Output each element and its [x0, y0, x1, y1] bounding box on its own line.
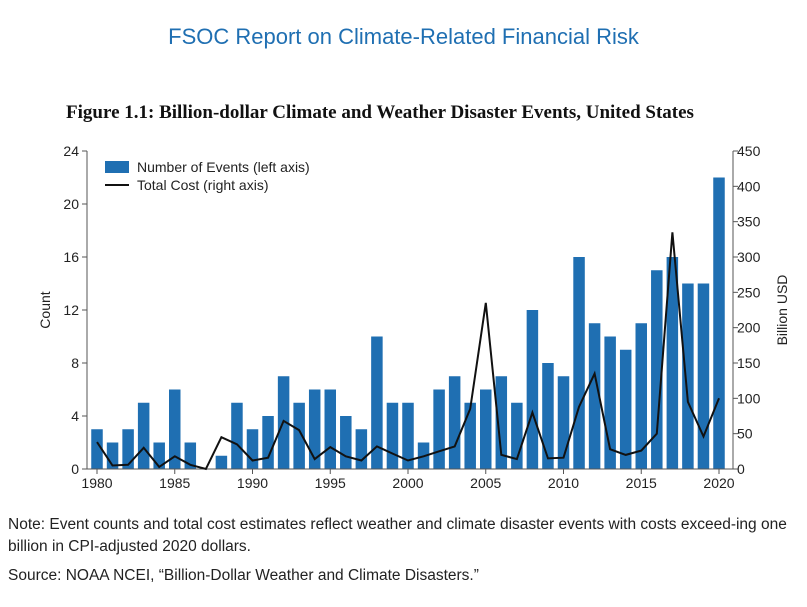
chart-note: Note: Event counts and total cost estima… — [8, 516, 787, 555]
right-tick-label: 150 — [737, 355, 761, 371]
bar-1981 — [106, 442, 119, 469]
bar-2016 — [651, 270, 663, 469]
bar-1995 — [324, 389, 336, 469]
x-tick-label: 2010 — [548, 475, 579, 491]
right-tick-label: 250 — [737, 284, 761, 300]
x-tick-label: 1990 — [237, 475, 268, 491]
chart-source: Source: NOAA NCEI, “Billion-Dollar Weath… — [8, 567, 479, 584]
bar-1990 — [246, 429, 259, 469]
right-tick-label: 200 — [737, 320, 761, 336]
bar-2000 — [402, 402, 414, 469]
bar-2020 — [713, 177, 725, 469]
x-tick-label: 2020 — [703, 475, 734, 491]
x-tick-label: 1985 — [159, 475, 190, 491]
legend-bar-swatch — [105, 161, 129, 173]
report-title: FSOC Report on Climate-Related Financial… — [168, 24, 639, 49]
right-tick-label: 450 — [737, 143, 761, 159]
bar-2018 — [682, 283, 694, 469]
figure-title: Figure 1.1: Billion-dollar Climate and W… — [66, 102, 694, 123]
total-cost-line — [96, 232, 720, 471]
bar-2008 — [526, 310, 539, 469]
bar-2005 — [480, 389, 492, 469]
bar-1986 — [184, 442, 197, 469]
bar-2010 — [557, 376, 570, 469]
legend: Number of Events (left axis) Total Cost (… — [105, 159, 310, 193]
bar-1985 — [169, 389, 181, 469]
right-tick-label: 400 — [737, 178, 761, 194]
left-axis-label: Count — [37, 291, 53, 328]
bar-2019 — [697, 283, 710, 469]
left-tick-label: 0 — [71, 461, 79, 477]
right-tick-label: 0 — [737, 461, 745, 477]
bar-1994 — [308, 389, 321, 469]
bar-1993 — [293, 402, 305, 469]
x-tick-label: 2015 — [626, 475, 657, 491]
right-axis-label: Billion USD — [774, 275, 790, 346]
right-tick-label: 100 — [737, 390, 761, 406]
bar-1983 — [137, 402, 150, 469]
chart: 0 4 8 12 16 20 24 0 50 100 150 200 250 300 350 400 450 19… — [37, 143, 790, 491]
right-tick-label: 350 — [737, 214, 761, 230]
right-tick-label: 300 — [737, 249, 761, 265]
bar-2007 — [511, 402, 523, 469]
bar-1984 — [153, 442, 165, 469]
axes: 0 4 8 12 16 20 24 0 50 100 150 200 250 300 350 400 450 19… — [37, 143, 790, 491]
bar-1998 — [371, 336, 383, 469]
left-tick-label: 8 — [71, 355, 79, 371]
x-tick-label: 1980 — [81, 475, 112, 491]
bar-2009 — [542, 363, 554, 469]
bar-2014 — [619, 349, 632, 469]
bar-series — [91, 177, 725, 469]
left-tick-label: 16 — [63, 249, 79, 265]
x-tick-label: 1995 — [315, 475, 346, 491]
right-tick-label: 50 — [737, 426, 753, 442]
x-tick-label: 2000 — [392, 475, 423, 491]
bar-2013 — [604, 336, 616, 469]
legend-line-label: Total Cost (right axis) — [137, 177, 268, 193]
bar-2003 — [448, 376, 461, 469]
bar-1980 — [91, 429, 103, 469]
bar-2012 — [588, 323, 601, 469]
legend-bar-label: Number of Events (left axis) — [137, 159, 310, 175]
left-tick-label: 24 — [63, 143, 79, 159]
bar-2006 — [495, 376, 508, 469]
bar-2011 — [573, 257, 585, 469]
bar-1989 — [231, 402, 243, 469]
bar-1988 — [215, 455, 228, 469]
bar-2015 — [635, 323, 647, 469]
line-series — [96, 232, 720, 471]
bar-2017 — [666, 257, 679, 469]
left-tick-label: 20 — [63, 196, 79, 212]
bar-1999 — [386, 402, 399, 469]
bar-1997 — [355, 429, 368, 469]
bar-1982 — [122, 429, 134, 469]
left-tick-label: 12 — [63, 302, 79, 318]
left-tick-label: 4 — [71, 408, 79, 424]
bar-2002 — [433, 389, 445, 469]
bar-2004 — [464, 402, 476, 469]
x-tick-label: 2005 — [470, 475, 501, 491]
bar-1996 — [340, 416, 352, 469]
bar-1991 — [262, 416, 274, 469]
